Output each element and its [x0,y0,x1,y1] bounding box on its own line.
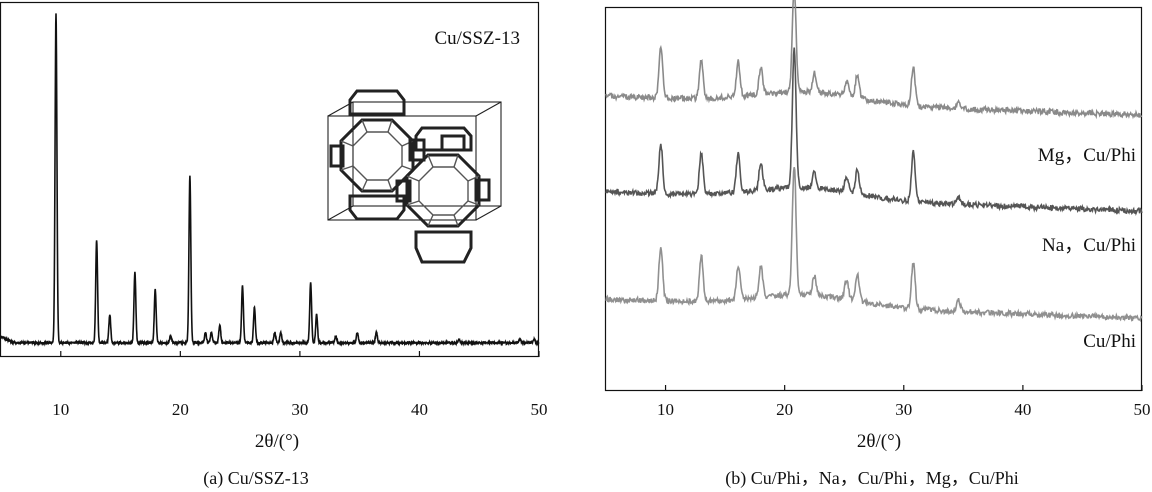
panel-b-series-mg-cu-phi-line [605,0,1143,120]
series-label-cu-phi: Cu/Phi [1083,331,1136,352]
x-tick-label: 30 [291,400,308,419]
panel-b-series-cu-phi-line [605,167,1143,323]
x-tick-label: 40 [411,400,428,419]
series-label-mg-cu-phi: Mg，Cu/Phi [1038,145,1136,166]
x-tick-label: 50 [531,400,548,419]
x-tick-label: 10 [657,400,674,419]
x-tick-label: 20 [776,400,793,419]
x-tick-label: 20 [172,400,189,419]
panel-a: 10 20 30 40 50 Cu/SSZ-13 [0,1,548,419]
panel-b-x-axis: 10 20 30 40 50 [657,385,1151,419]
panel-b-caption: (b) Cu/Phi，Na，Cu/Phi，Mg，Cu/Phi [725,468,1019,489]
x-tick-label: 50 [1134,400,1151,419]
panel-a-x-axis-title: 2θ/(°) [255,431,299,452]
panel-a-x-axis: 10 20 30 40 50 [52,351,548,419]
x-tick-label: 10 [52,400,69,419]
panel-a-annotation: Cu/SSZ-13 [434,28,520,49]
panel-b-frame [604,6,1143,392]
panel-a-caption: (a) Cu/SSZ-13 [203,468,309,489]
panel-b-x-axis-title: 2θ/(°) [857,431,901,452]
x-tick-label: 30 [895,400,912,419]
panel-a-series-line [0,13,540,347]
x-tick-label: 40 [1014,400,1031,419]
panel-b-series-na-cu-phi-line [605,47,1143,216]
zeolite-framework-cage-icon [327,89,502,264]
panel-a-frame [0,1,540,358]
series-label-na-cu-phi: Na，Cu/Phi [1042,235,1136,256]
panel-b: 10 20 30 40 50 Mg，Cu/Phi Na，Cu/Phi Cu/Phi [604,0,1151,419]
